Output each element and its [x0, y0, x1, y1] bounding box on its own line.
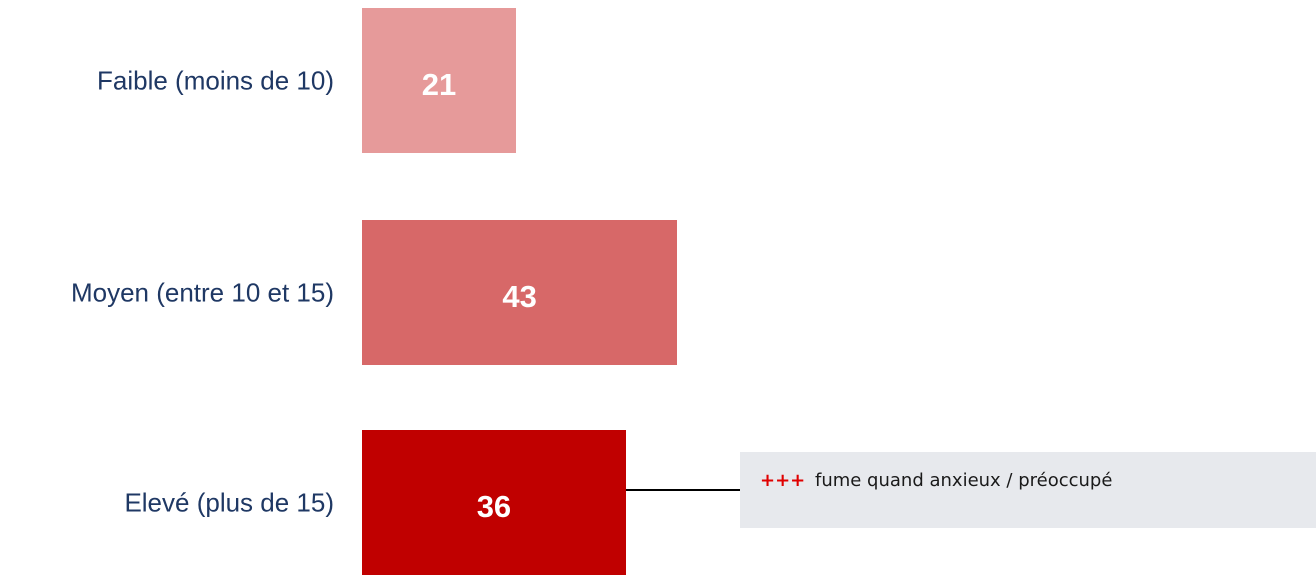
bar-2 — [362, 220, 678, 365]
bar-2-value-label: 43 — [502, 278, 537, 314]
callout-annotation: +++ fume quand anxieux / préoccupé — [740, 452, 1316, 528]
bar-3-value-label: 36 — [476, 488, 512, 524]
bar-1-category-label: Faible (moins de 10) — [97, 65, 334, 95]
bar-3-category-label: Elevé (plus de 15) — [124, 487, 334, 517]
bar-1 — [362, 8, 516, 153]
bar-2-category-label: Moyen (entre 10 et 15) — [70, 277, 334, 307]
callout-text: fume quand anxieux / préoccupé — [814, 470, 1113, 491]
callout-connector-line — [626, 489, 740, 491]
callout-marker: +++ — [760, 470, 806, 491]
bar-1-value-label: 21 — [421, 66, 457, 102]
bar-3 — [362, 430, 626, 575]
